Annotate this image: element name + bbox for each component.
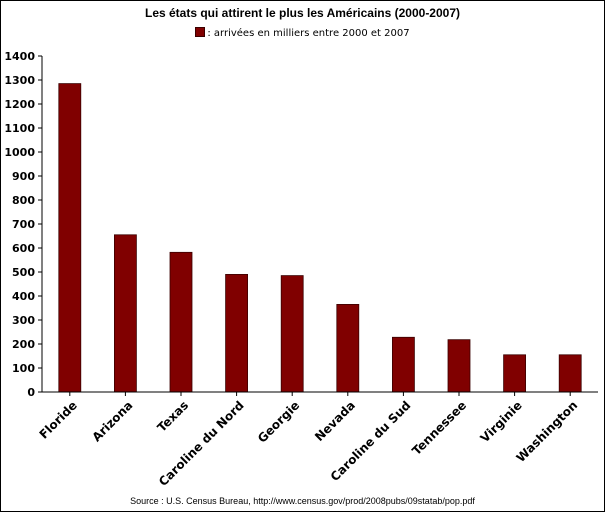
x-tick-label: Texas	[155, 398, 192, 435]
y-tick-label: 300	[12, 314, 35, 327]
x-tick-label: Virginie	[478, 398, 525, 445]
source-note: Source : U.S. Census Bureau, http://www.…	[130, 496, 475, 506]
y-tick-label: 1100	[4, 122, 35, 135]
chart-title: Les états qui attirent le plus les Améri…	[144, 6, 461, 20]
y-tick-label: 1200	[4, 98, 35, 111]
y-tick-label: 100	[12, 362, 35, 375]
y-tick-label: 700	[12, 218, 35, 231]
bar-caroline-du-nord	[225, 273, 249, 393]
y-tick-label: 1400	[4, 50, 35, 63]
bar-tennessee	[447, 339, 471, 393]
bar-arizona	[114, 234, 137, 393]
x-tick-label: Tennessee	[409, 398, 469, 458]
bar-floride	[58, 83, 82, 393]
bar-virginie	[503, 354, 527, 393]
legend-label: : arrivées en milliers entre 2000 et 200…	[207, 28, 410, 39]
bars	[58, 83, 582, 393]
y-tick-label: 0	[27, 386, 35, 399]
bar-nevada	[336, 303, 360, 393]
x-tick-label: Nevada	[312, 398, 358, 444]
legend-swatch	[195, 27, 206, 37]
y-tick-label: 800	[12, 194, 35, 207]
y-tick-label: 600	[12, 242, 35, 255]
chart-legend: : arrivées en milliers entre 2000 et 200…	[0, 27, 605, 39]
bar-washington	[558, 354, 582, 393]
x-tick-label: Georgie	[255, 398, 302, 445]
y-tick-label: 400	[12, 290, 35, 303]
x-tick-label: Arizona	[89, 398, 135, 444]
bar-georgie	[280, 275, 304, 393]
y-tick-label: 900	[12, 170, 35, 183]
bar-caroline-du-sud	[391, 336, 415, 393]
y-tick-label: 200	[12, 338, 35, 351]
y-tick-label: 500	[12, 266, 35, 279]
bar-texas	[169, 251, 193, 393]
x-tick-label: Floride	[37, 398, 80, 441]
y-tick-label: 1300	[4, 74, 35, 87]
y-tick-label: 1000	[4, 146, 35, 159]
y-axis: 0 100 200 300 400 500 600 700 800 900 1000 1100 1200…	[4, 50, 43, 399]
